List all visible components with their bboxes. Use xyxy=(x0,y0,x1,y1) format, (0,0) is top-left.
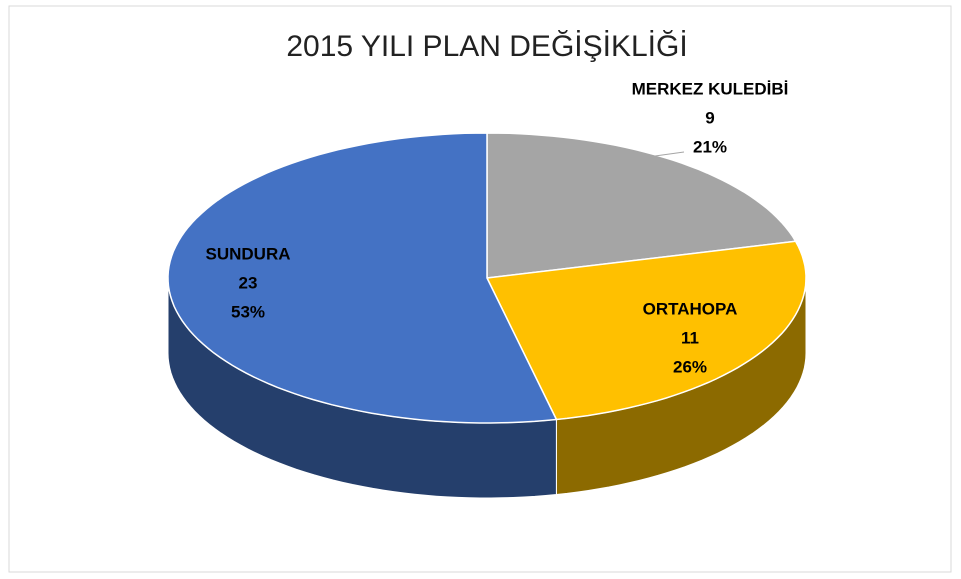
data-label-percent: 53% xyxy=(231,302,265,321)
data-label-value: 9 xyxy=(705,108,714,127)
slice xyxy=(486,132,797,279)
slice xyxy=(167,132,558,424)
slice xyxy=(485,240,807,421)
data-label-percent: 21% xyxy=(693,137,727,156)
data-label-name: ORTAHOPA xyxy=(643,299,738,318)
data-label-value: 11 xyxy=(681,328,699,347)
data-label-name: MERKEZ KULEDİBİ xyxy=(632,79,789,98)
data-label-percent: 26% xyxy=(673,357,707,376)
data-label-value: 23 xyxy=(239,273,258,292)
data-label-name: SUNDURA xyxy=(206,244,291,263)
chart-title: 2015 YILI PLAN DEĞİŞİKLİĞİ xyxy=(286,30,687,63)
leader-line xyxy=(654,151,685,157)
